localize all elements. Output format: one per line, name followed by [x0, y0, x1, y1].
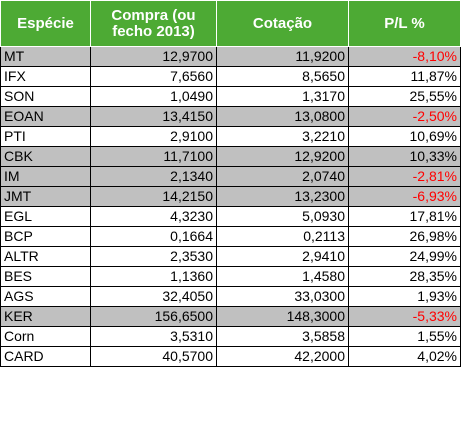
cell-pl: 1,93%	[348, 286, 461, 307]
cell-pl: 11,87%	[348, 66, 461, 87]
cell-cotacao: 148,3000	[216, 306, 349, 327]
cell-especie: ALTR	[0, 246, 91, 267]
cell-pl: 10,33%	[348, 146, 461, 167]
cell-pl: -2,50%	[348, 106, 461, 127]
header-especie: Espécie	[0, 0, 91, 47]
table-row: BCP 0,1664 0,2113 26,98%	[0, 226, 461, 247]
table-header-row: Espécie Compra (ou fecho 2013) Cotação P…	[0, 0, 461, 47]
table-row: Corn 3,5310 3,5858 1,55%	[0, 326, 461, 347]
cell-compra: 2,1340	[90, 166, 217, 187]
cell-cotacao: 42,2000	[216, 346, 349, 367]
cell-compra: 0,1664	[90, 226, 217, 247]
table-row: EOAN 13,4150 13,0800 -2,50%	[0, 106, 461, 127]
cell-pl: 28,35%	[348, 266, 461, 287]
cell-especie: MT	[0, 46, 91, 67]
cell-cotacao: 2,0740	[216, 166, 349, 187]
cell-cotacao: 11,9200	[216, 46, 349, 67]
cell-compra: 40,5700	[90, 346, 217, 367]
cell-cotacao: 1,3170	[216, 86, 349, 107]
cell-cotacao: 8,5650	[216, 66, 349, 87]
cell-pl: 4,02%	[348, 346, 461, 367]
cell-compra: 7,6560	[90, 66, 217, 87]
cell-cotacao: 13,0800	[216, 106, 349, 127]
table-row: IM 2,1340 2,0740 -2,81%	[0, 166, 461, 187]
portfolio-table: Espécie Compra (ou fecho 2013) Cotação P…	[0, 0, 461, 367]
cell-pl: 25,55%	[348, 86, 461, 107]
table-row: IFX 7,6560 8,5650 11,87%	[0, 66, 461, 87]
header-pl: P/L %	[348, 0, 461, 47]
cell-compra: 1,1360	[90, 266, 217, 287]
cell-compra: 4,3230	[90, 206, 217, 227]
cell-pl: 17,81%	[348, 206, 461, 227]
table-row: BES 1,1360 1,4580 28,35%	[0, 266, 461, 287]
cell-especie: BES	[0, 266, 91, 287]
header-cotacao: Cotação	[216, 0, 349, 47]
portfolio-table-container: Espécie Compra (ou fecho 2013) Cotação P…	[0, 0, 461, 367]
table-row: AGS 32,4050 33,0300 1,93%	[0, 286, 461, 307]
cell-cotacao: 12,9200	[216, 146, 349, 167]
table-row: JMT 14,2150 13,2300 -6,93%	[0, 186, 461, 207]
cell-pl: -8,10%	[348, 46, 461, 67]
table-row: MT 12,9700 11,9200 -8,10%	[0, 46, 461, 67]
cell-cotacao: 33,0300	[216, 286, 349, 307]
cell-especie: AGS	[0, 286, 91, 307]
cell-cotacao: 1,4580	[216, 266, 349, 287]
table-row: ALTR 2,3530 2,9410 24,99%	[0, 246, 461, 267]
cell-pl: 10,69%	[348, 126, 461, 147]
table-row: SON 1,0490 1,3170 25,55%	[0, 86, 461, 107]
cell-compra: 2,9100	[90, 126, 217, 147]
cell-especie: JMT	[0, 186, 91, 207]
cell-pl: -2,81%	[348, 166, 461, 187]
table-row: CBK 11,7100 12,9200 10,33%	[0, 146, 461, 167]
cell-compra: 3,5310	[90, 326, 217, 347]
cell-cotacao: 13,2300	[216, 186, 349, 207]
cell-cotacao: 5,0930	[216, 206, 349, 227]
cell-compra: 32,4050	[90, 286, 217, 307]
cell-especie: CARD	[0, 346, 91, 367]
cell-compra: 13,4150	[90, 106, 217, 127]
cell-compra: 12,9700	[90, 46, 217, 67]
cell-especie: BCP	[0, 226, 91, 247]
cell-pl: -5,33%	[348, 306, 461, 327]
cell-compra: 156,6500	[90, 306, 217, 327]
cell-cotacao: 2,9410	[216, 246, 349, 267]
cell-especie: Corn	[0, 326, 91, 347]
table-body: MT 12,9700 11,9200 -8,10% IFX 7,6560 8,5650 11,…	[0, 46, 461, 367]
table-row: KER 156,6500 148,3000 -5,33%	[0, 306, 461, 327]
cell-especie: IM	[0, 166, 91, 187]
cell-pl: -6,93%	[348, 186, 461, 207]
cell-especie: SON	[0, 86, 91, 107]
cell-pl: 1,55%	[348, 326, 461, 347]
cell-compra: 11,7100	[90, 146, 217, 167]
cell-cotacao: 3,2210	[216, 126, 349, 147]
cell-especie: EOAN	[0, 106, 91, 127]
cell-pl: 24,99%	[348, 246, 461, 267]
table-row: EGL 4,3230 5,0930 17,81%	[0, 206, 461, 227]
cell-compra: 14,2150	[90, 186, 217, 207]
cell-compra: 1,0490	[90, 86, 217, 107]
cell-cotacao: 3,5858	[216, 326, 349, 347]
cell-especie: EGL	[0, 206, 91, 227]
cell-especie: CBK	[0, 146, 91, 167]
cell-especie: KER	[0, 306, 91, 327]
table-row: CARD 40,5700 42,2000 4,02%	[0, 346, 461, 367]
cell-pl: 26,98%	[348, 226, 461, 247]
cell-cotacao: 0,2113	[216, 226, 349, 247]
cell-compra: 2,3530	[90, 246, 217, 267]
cell-especie: PTI	[0, 126, 91, 147]
header-compra: Compra (ou fecho 2013)	[90, 0, 217, 47]
cell-especie: IFX	[0, 66, 91, 87]
table-row: PTI 2,9100 3,2210 10,69%	[0, 126, 461, 147]
